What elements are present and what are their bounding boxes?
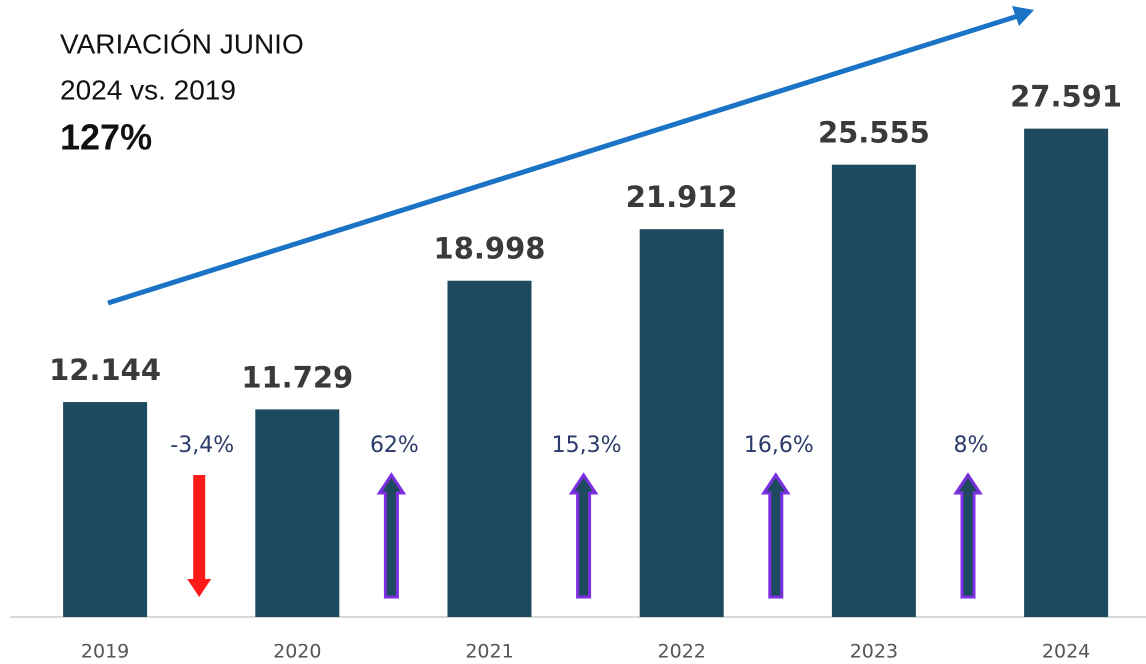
bar bbox=[255, 409, 340, 617]
value-label: 11.729 bbox=[241, 360, 353, 394]
trend-arrow bbox=[107, 13, 1019, 306]
change-label: 8% bbox=[954, 433, 989, 458]
bar bbox=[639, 229, 724, 617]
annotation: 2024 vs. 2019 bbox=[60, 74, 236, 105]
change-arrow bbox=[187, 475, 212, 597]
change-arrow bbox=[953, 472, 983, 599]
change-arrow bbox=[760, 472, 791, 599]
change-arrow bbox=[376, 472, 407, 599]
change-label: -3,4% bbox=[170, 433, 234, 458]
bar bbox=[831, 164, 916, 617]
value-label: 18.998 bbox=[434, 232, 546, 266]
annotation: VARIACIÓN JUNIO bbox=[60, 28, 304, 59]
x-tick-label: 2020 bbox=[273, 641, 321, 663]
bar bbox=[1024, 128, 1109, 618]
x-tick-label: 2024 bbox=[1042, 641, 1090, 663]
value-label: 21.912 bbox=[626, 180, 738, 214]
annotation: 127% bbox=[60, 117, 152, 158]
value-label: 12.144 bbox=[49, 353, 161, 387]
bar bbox=[447, 280, 532, 617]
x-tick-label: 2019 bbox=[81, 641, 129, 663]
value-label: 25.555 bbox=[818, 116, 930, 150]
change-arrow bbox=[568, 472, 599, 599]
change-label: 62% bbox=[370, 433, 419, 458]
trend-arrow-head bbox=[1012, 6, 1034, 26]
value-label: 27.591 bbox=[1010, 80, 1122, 114]
change-label: 16,6% bbox=[744, 433, 814, 458]
bar bbox=[63, 402, 148, 617]
change-label: 15,3% bbox=[552, 433, 622, 458]
x-tick-label: 2021 bbox=[465, 641, 513, 663]
x-tick-label: 2023 bbox=[850, 641, 898, 663]
x-tick-label: 2022 bbox=[658, 641, 706, 663]
